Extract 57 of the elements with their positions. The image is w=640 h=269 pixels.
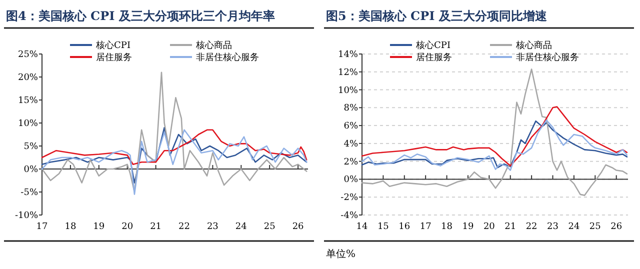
y-tick-label: 4% bbox=[344, 139, 358, 150]
legend-label: 非居住核心服务 bbox=[196, 52, 259, 63]
y-tick-label: -2% bbox=[340, 193, 358, 204]
legend-label: 核心CPI bbox=[415, 40, 451, 51]
x-tick-label: 19 bbox=[462, 222, 474, 232]
x-tick-label: 23 bbox=[547, 222, 559, 232]
y-tick-label: 10% bbox=[338, 86, 358, 96]
legend-label: 核心商品 bbox=[195, 40, 232, 51]
x-tick-label: 18 bbox=[64, 222, 76, 232]
chart-title: 图4：美国核心 CPI 及三大分项环比三个月均年率 bbox=[6, 9, 275, 23]
y-tick-label: 0% bbox=[24, 165, 38, 175]
x-tick-label: 21 bbox=[150, 222, 162, 232]
line-series bbox=[361, 106, 628, 166]
x-tick-label: 26 bbox=[292, 222, 304, 232]
legend-label: 非居住核心服务 bbox=[516, 52, 579, 63]
x-tick-label: 25 bbox=[264, 222, 276, 232]
line-series bbox=[41, 129, 308, 166]
y-tick-label: 2% bbox=[344, 157, 358, 168]
legend-label: 核心CPI bbox=[95, 40, 131, 51]
line-series bbox=[41, 129, 308, 195]
x-tick-label: 24 bbox=[568, 222, 580, 232]
y-tick-label: 6% bbox=[344, 122, 358, 132]
x-tick-label: 23 bbox=[206, 222, 219, 232]
y-tick-label: -4% bbox=[340, 211, 358, 221]
x-tick-label: 17 bbox=[420, 222, 432, 232]
x-tick-label: 26 bbox=[610, 222, 622, 232]
y-tick-label: 14% bbox=[338, 50, 358, 60]
x-tick-label: 20 bbox=[483, 222, 496, 232]
x-tick-label: 22 bbox=[526, 222, 538, 232]
chart-title: 图5：美国核心 CPI 及三大分项同比增速 bbox=[326, 9, 548, 23]
y-tick-label: -5% bbox=[20, 188, 38, 198]
y-tick-label: 15% bbox=[18, 96, 38, 106]
y-tick-label: 10% bbox=[18, 119, 38, 129]
x-tick-label: 15 bbox=[377, 222, 390, 232]
legend-label: 居住服务 bbox=[96, 52, 132, 63]
line-series bbox=[41, 126, 308, 184]
legend-label: 居住服务 bbox=[416, 52, 452, 63]
x-tick-label: 24 bbox=[235, 222, 248, 232]
y-tick-label: -10% bbox=[14, 211, 38, 221]
legend-label: 核心商品 bbox=[515, 40, 552, 51]
text: 单位% bbox=[326, 248, 356, 260]
x-tick-label: 18 bbox=[441, 222, 453, 232]
x-tick-label: 20 bbox=[122, 222, 134, 232]
x-tick-label: 14 bbox=[356, 222, 368, 232]
y-tick-label: 25% bbox=[18, 50, 38, 60]
x-tick-label: 22 bbox=[178, 222, 190, 232]
x-tick-label: 25 bbox=[589, 222, 602, 232]
x-tick-label: 17 bbox=[36, 222, 48, 232]
line-series bbox=[361, 68, 628, 196]
x-tick-label: 21 bbox=[504, 222, 516, 232]
x-tick-label: 19 bbox=[93, 222, 105, 232]
y-tick-label: 20% bbox=[18, 73, 38, 83]
y-tick-label: 12% bbox=[338, 68, 358, 78]
y-tick-label: 8% bbox=[344, 104, 358, 114]
x-tick-label: 16 bbox=[398, 222, 410, 232]
y-tick-label: 5% bbox=[24, 142, 38, 152]
y-tick-label: 0% bbox=[344, 175, 358, 186]
